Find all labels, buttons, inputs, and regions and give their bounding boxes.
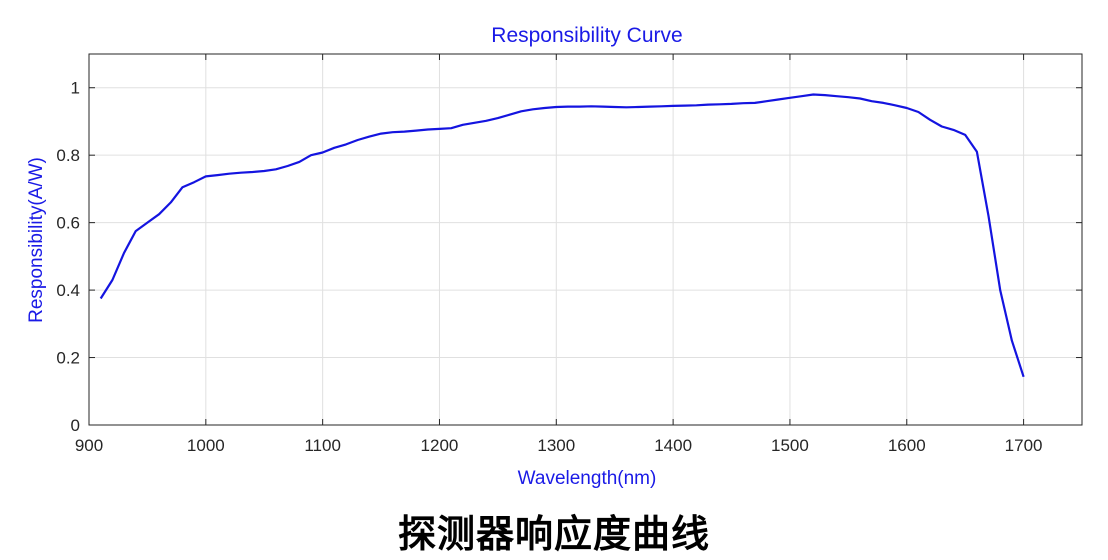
y-tick-label: 0.4 [56, 281, 80, 300]
x-axis-label: Wavelength(nm) [518, 468, 657, 489]
x-tick-label: 1200 [421, 436, 459, 455]
y-axis-label: Responsibility(A/W) [26, 157, 47, 323]
x-tick-label: 900 [75, 436, 103, 455]
figure-caption: 探测器响应度曲线 [397, 511, 710, 556]
x-tick-label: 1300 [537, 436, 575, 455]
x-tick-label: 1600 [888, 436, 926, 455]
x-tick-label: 1000 [187, 436, 225, 455]
plot-frame [88, 53, 1083, 426]
y-tick-label: 0.6 [56, 214, 80, 233]
axis-ticks: 900 1000 1100 1200 1300 1400 1500 1600 1700 0 0.2 0… [56, 54, 1082, 455]
chart-title: Responsibility Curve [491, 24, 682, 47]
plot-area [89, 54, 1082, 425]
y-tick-label: 0.8 [56, 146, 80, 165]
y-tick-label: 0.2 [56, 349, 80, 368]
x-tick-label: 1500 [771, 436, 809, 455]
x-tick-label: 1700 [1005, 436, 1043, 455]
x-tick-label: 1400 [654, 436, 692, 455]
y-tick-label: 1 [71, 79, 80, 98]
responsivity-chart: 900 1000 1100 1200 1300 1400 1500 1600 1700 0 0.2 0… [26, 24, 1083, 489]
responsivity-line [99, 93, 1025, 378]
x-tick-label: 1100 [304, 436, 341, 455]
y-tick-label: 0 [71, 416, 80, 435]
